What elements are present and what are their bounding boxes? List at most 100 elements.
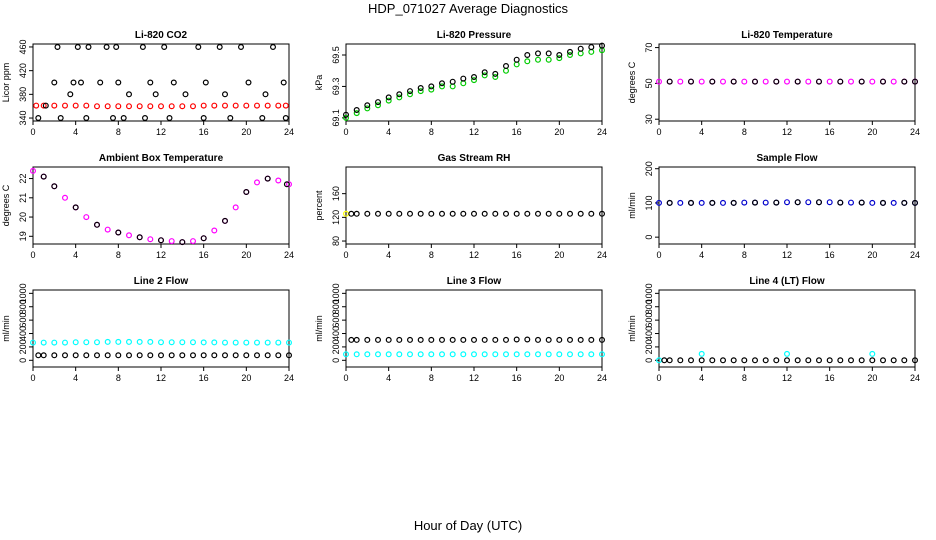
y-tick-label: 22	[18, 174, 28, 184]
x-tick-label: 24	[597, 127, 607, 137]
data-point	[364, 351, 371, 358]
data-point	[566, 351, 573, 358]
plot-frame	[658, 166, 916, 245]
data-point	[794, 357, 801, 364]
data-point	[243, 339, 250, 346]
data-point	[492, 351, 499, 358]
data-point	[51, 183, 58, 190]
data-point	[30, 339, 37, 346]
x-tick-label: 4	[699, 373, 704, 383]
data-point	[428, 86, 435, 93]
data-point	[222, 339, 229, 346]
data-point	[179, 239, 186, 246]
data-point	[158, 103, 165, 110]
plot-frame	[32, 289, 290, 368]
panel-title: Li-820 CO2	[135, 30, 188, 41]
data-point	[103, 43, 110, 50]
data-point	[460, 75, 467, 82]
data-point	[428, 210, 435, 217]
data-point	[890, 357, 897, 364]
data-point	[783, 199, 790, 206]
plot-frame	[658, 289, 916, 368]
data-point	[147, 338, 154, 345]
data-point	[275, 339, 282, 346]
data-point	[147, 236, 154, 243]
series-0	[30, 167, 293, 246]
x-tick-label: 12	[156, 250, 166, 260]
data-point	[385, 210, 392, 217]
data-point	[348, 336, 355, 343]
data-point	[719, 199, 726, 206]
data-point	[481, 336, 488, 343]
data-point	[449, 210, 456, 217]
data-point	[396, 336, 403, 343]
x-tick-label: 4	[386, 127, 391, 137]
panel-title: Sample Flow	[756, 153, 817, 164]
data-point	[104, 338, 111, 345]
data-point	[534, 336, 541, 343]
x-tick-label: 4	[73, 250, 78, 260]
data-point	[577, 50, 584, 57]
x-tick-label: 20	[554, 127, 564, 137]
data-point	[588, 336, 595, 343]
x-tick-label: 20	[867, 250, 877, 260]
data-point	[254, 352, 261, 359]
data-point	[687, 78, 694, 85]
data-point	[901, 199, 908, 206]
data-point	[677, 199, 684, 206]
data-point	[343, 351, 350, 358]
data-point	[190, 352, 197, 359]
data-point	[262, 91, 269, 98]
data-point	[709, 78, 716, 85]
data-point	[115, 229, 122, 236]
data-point	[179, 352, 186, 359]
data-point	[222, 352, 229, 359]
data-point	[826, 357, 833, 364]
x-tick-label: 20	[554, 373, 564, 383]
data-point	[216, 43, 223, 50]
data-point	[847, 78, 854, 85]
data-point	[158, 352, 165, 359]
data-point	[815, 357, 822, 364]
x-tick-label: 8	[429, 250, 434, 260]
data-point	[837, 199, 844, 206]
data-point	[396, 94, 403, 101]
data-point	[471, 351, 478, 358]
y-tick-label: 50	[644, 78, 654, 88]
data-point	[243, 102, 250, 109]
data-point	[375, 99, 382, 106]
y-axis-label: degrees C	[1, 184, 11, 226]
x-tick-label: 16	[199, 250, 209, 260]
data-point	[254, 179, 261, 186]
data-point	[449, 351, 456, 358]
data-point	[83, 102, 90, 109]
y-tick-label: 160	[331, 186, 341, 201]
data-point	[195, 43, 202, 50]
data-point	[666, 357, 673, 364]
data-point	[869, 78, 876, 85]
data-point	[61, 102, 68, 109]
data-point	[182, 91, 189, 98]
x-tick-label: 8	[116, 127, 121, 137]
data-point	[51, 339, 58, 346]
data-point	[364, 105, 371, 112]
data-point	[794, 199, 801, 206]
y-tick-label: 1000	[644, 283, 654, 303]
data-point	[417, 84, 424, 91]
data-point	[805, 78, 812, 85]
x-tick-label: 8	[742, 250, 747, 260]
data-point	[428, 336, 435, 343]
x-tick-label: 8	[742, 373, 747, 383]
data-point	[503, 67, 510, 74]
data-point	[869, 350, 876, 357]
x-tick-label: 20	[867, 127, 877, 137]
data-point	[93, 339, 100, 346]
data-point	[385, 97, 392, 104]
data-point	[238, 43, 245, 50]
data-point	[556, 51, 563, 58]
data-point	[353, 336, 360, 343]
data-point	[109, 114, 116, 121]
y-tick-label: 69.1	[331, 109, 341, 127]
x-tick-label: 20	[241, 127, 251, 137]
